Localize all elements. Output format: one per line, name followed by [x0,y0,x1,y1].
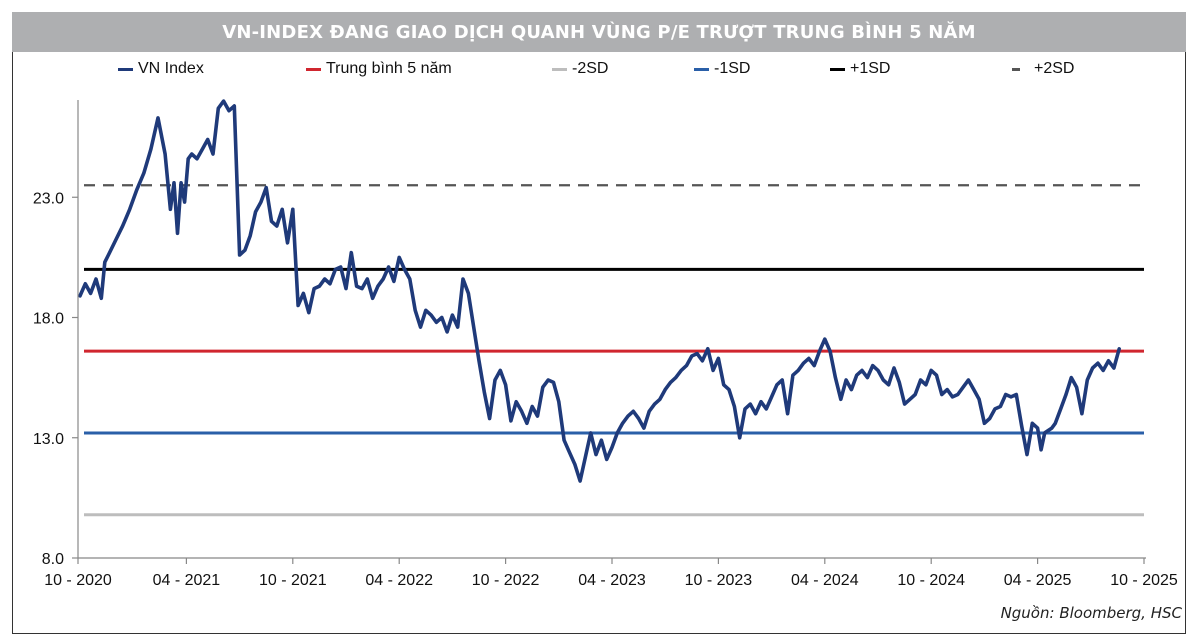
x-tick-label: 10 - 2024 [897,572,965,589]
axes: 8.0 13.0 18.0 23.0 10 - 2020 04 - 2021 10 - 20… [33,100,1178,589]
legend-label: -2SD [572,60,609,77]
x-tick-label: 04 - 2021 [153,572,221,589]
legend-label: VN Index [138,60,204,77]
y-tick-label: 23.0 [33,190,64,207]
legend-item-minus-2sd: -2SD [552,60,608,78]
x-tick-label: 10 - 2025 [1110,572,1178,589]
series-group [78,99,1121,483]
legend-swatch-plus-1sd [830,67,845,71]
series-line-vn-index [78,99,1121,483]
legend-item-mean-5y: Trung bình 5 năm [306,60,452,78]
chart-title: VN-INDEX ĐANG GIAO DỊCH QUANH VÙNG P/E T… [222,21,976,43]
legend-label: +1SD [850,60,891,77]
x-tick-label: 04 - 2024 [791,572,859,589]
legend-item-minus-1sd: -1SD [694,60,750,78]
legend-swatch-minus-2sd [552,67,567,71]
legend-swatch-vn-index [118,67,133,71]
legend-label: +2SD [1034,60,1075,77]
source-note: Nguồn: Bloomberg, HSC [1000,604,1182,622]
legend-item-vn-index: VN Index [118,60,204,78]
x-tick-label: 04 - 2023 [578,572,646,589]
reference-lines [84,184,1144,517]
legend-swatch-minus-1sd [694,67,709,71]
chart-title-bar: VN-INDEX ĐANG GIAO DỊCH QUANH VÙNG P/E T… [12,12,1186,52]
legend-swatch-plus-2sd [1012,67,1020,71]
chart-frame [12,12,1186,634]
y-tick-label: 13.0 [33,431,64,448]
y-tick-label: 8.0 [42,551,64,568]
x-tick-label: 10 - 2022 [472,572,540,589]
legend-item-plus-2sd: +2SD [1008,60,1074,78]
legend-label: -1SD [714,60,751,77]
legend-label: Trung bình 5 năm [326,60,452,77]
legend-item-plus-1sd: +1SD [830,60,890,78]
x-tick-label: 04 - 2022 [365,572,433,589]
x-tick-label: 04 - 2025 [1004,572,1072,589]
x-tick-label: 10 - 2020 [44,572,112,589]
y-tick-label: 18.0 [33,311,64,328]
x-tick-label: 10 - 2023 [685,572,753,589]
legend-swatch-mean-5y [306,67,321,71]
x-tick-label: 10 - 2021 [259,572,327,589]
legend: VN Index Trung bình 5 năm -2SD -1SD +1SD… [0,60,1200,84]
